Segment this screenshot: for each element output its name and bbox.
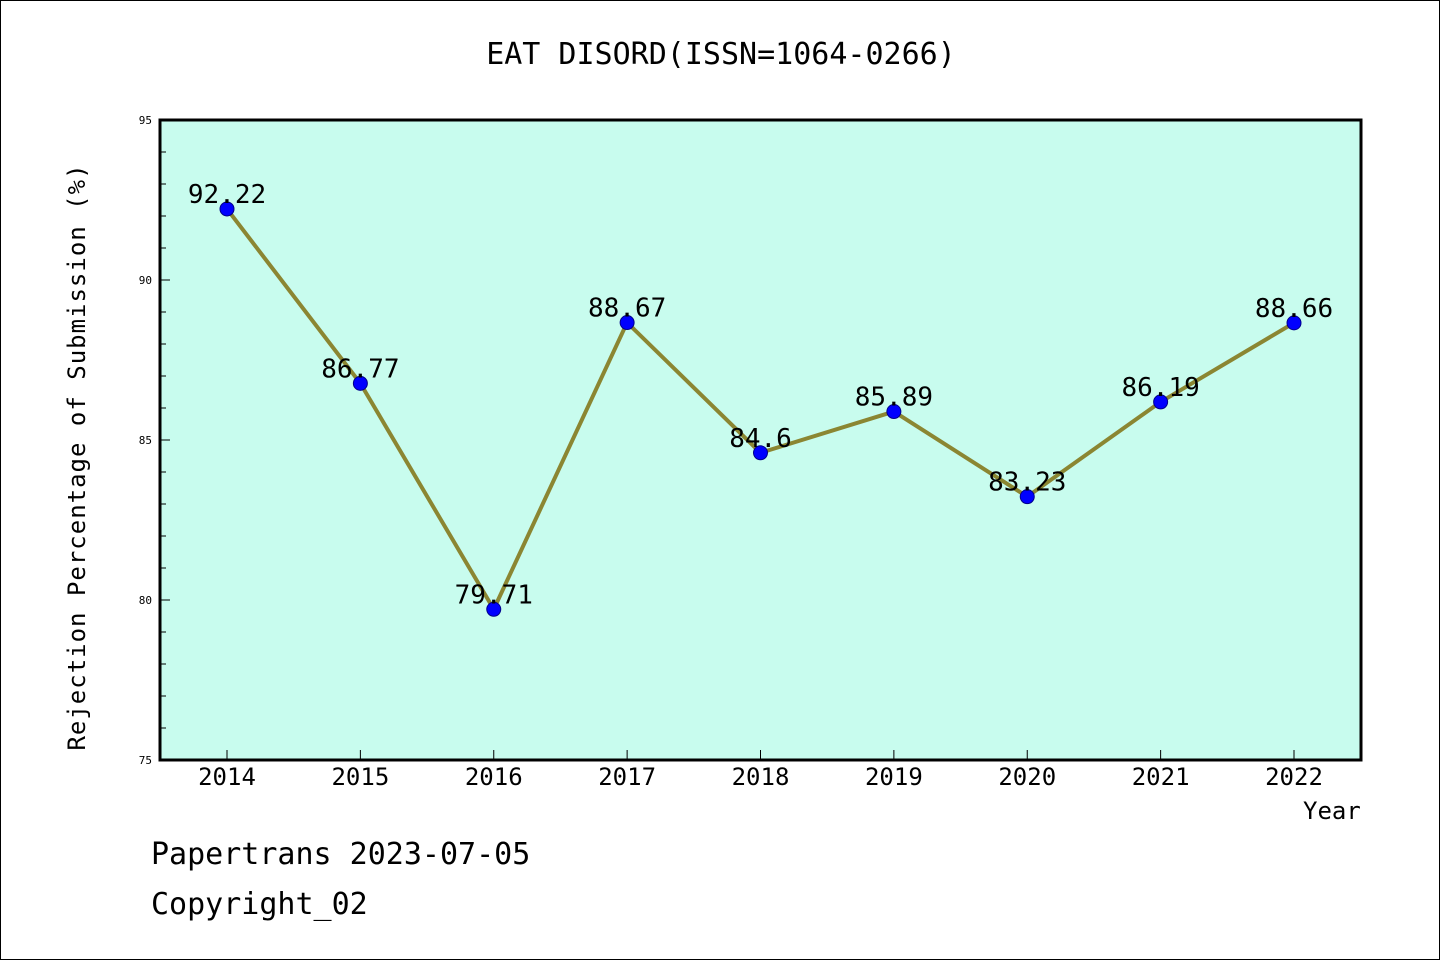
data-label: 92.22 xyxy=(188,180,266,210)
data-label: 83.23 xyxy=(988,468,1066,498)
data-point xyxy=(219,201,235,217)
chart-title: EAT DISORD(ISSN=1064-0266) xyxy=(486,37,956,72)
x-tick-label: 2015 xyxy=(331,763,389,791)
data-point xyxy=(1286,315,1302,331)
data-label: 84.6 xyxy=(729,424,792,454)
x-tick-label: 2014 xyxy=(198,763,256,791)
x-tick-label: 2019 xyxy=(865,763,923,791)
data-point xyxy=(1019,489,1035,505)
footer-copyright: Copyright_02 xyxy=(151,887,368,922)
data-point xyxy=(352,375,368,391)
data-label: 79.71 xyxy=(455,580,533,610)
y-tick-label: 95 xyxy=(139,114,152,127)
data-label: 88.67 xyxy=(588,294,666,324)
footer-date: Papertrans 2023-07-05 xyxy=(151,837,531,872)
y-tick-label: 75 xyxy=(139,754,152,767)
plot-border xyxy=(158,118,1363,762)
y-tick-label: 90 xyxy=(139,274,152,287)
x-tick-label: 2018 xyxy=(732,763,790,791)
y-tick-label: 85 xyxy=(139,434,152,447)
x-tick-label: 2021 xyxy=(1132,763,1190,791)
data-point xyxy=(753,445,768,461)
x-tick-label: 2017 xyxy=(598,763,656,791)
data-label: 86.19 xyxy=(1121,373,1199,403)
x-axis-label: Year xyxy=(1303,797,1361,825)
data-point xyxy=(886,404,902,420)
x-tick-label: 2020 xyxy=(998,763,1056,791)
data-label: 88.66 xyxy=(1255,294,1333,324)
data-point xyxy=(486,601,502,617)
data-point xyxy=(619,315,635,331)
plot-area xyxy=(160,120,1361,760)
data-point xyxy=(1153,394,1169,410)
x-tick-label: 2022 xyxy=(1265,763,1323,791)
data-label: 85.89 xyxy=(855,383,933,413)
data-label: 86.77 xyxy=(321,354,399,384)
y-tick-label: 80 xyxy=(139,594,152,607)
x-tick-label: 2016 xyxy=(465,763,523,791)
